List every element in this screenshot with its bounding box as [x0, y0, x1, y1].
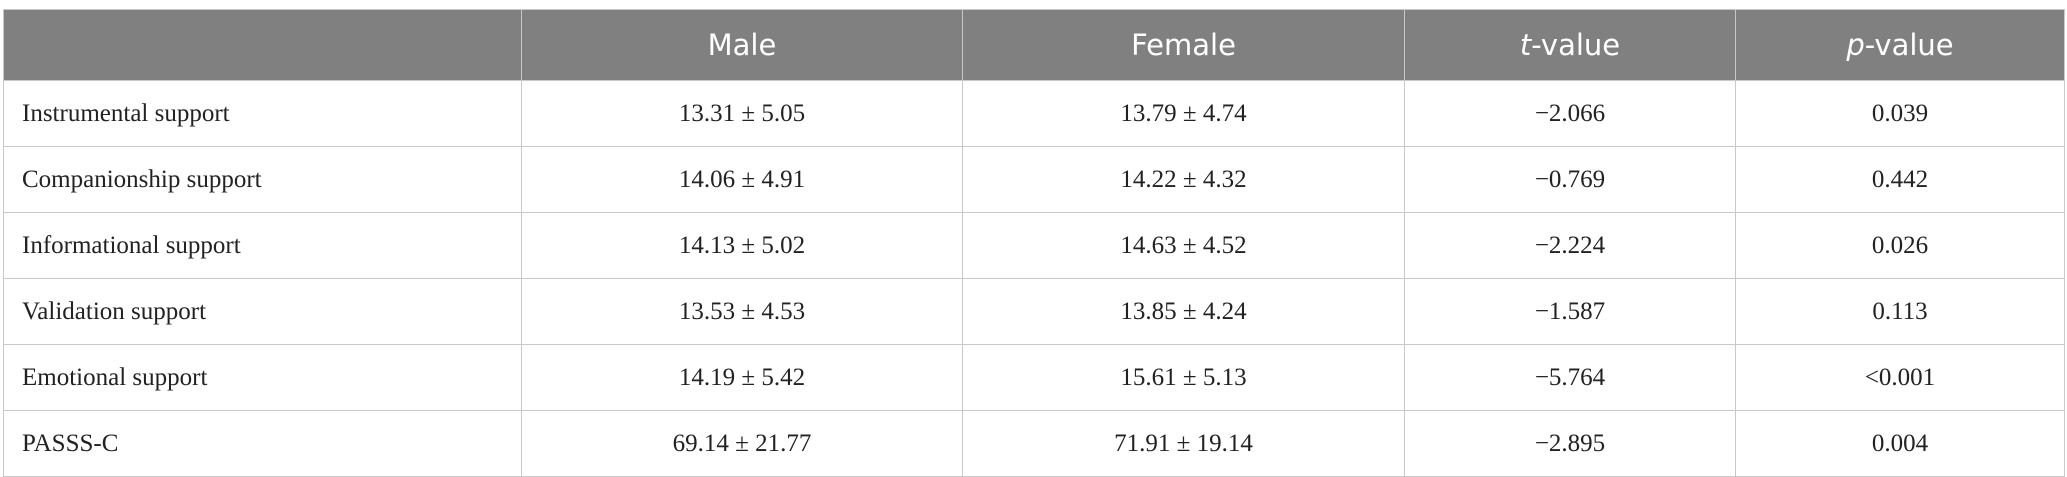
- cell: 14.63 ± 4.52: [962, 212, 1405, 279]
- header-cell: [3, 9, 522, 81]
- header-cell: Female: [962, 9, 1405, 81]
- cell: 0.039: [1735, 80, 2065, 147]
- cell: −2.224: [1404, 212, 1736, 279]
- cell: 71.91 ± 19.14: [962, 410, 1405, 477]
- cell: 14.22 ± 4.32: [962, 146, 1405, 213]
- table-body: Instrumental support 13.31 ± 5.05 13.79 ± …: [3, 80, 2065, 477]
- cell: 13.31 ± 5.05: [521, 80, 963, 147]
- header-row: Male Female t-value p-value: [3, 9, 2065, 81]
- table-row: Companionship support 14.06 ± 4.91 14.22 ±…: [3, 146, 2065, 213]
- row-label: Informational support: [3, 212, 522, 279]
- cell: 14.19 ± 5.42: [521, 344, 963, 411]
- header-cell: Male: [521, 9, 963, 81]
- header-italic: p: [1846, 28, 1865, 62]
- header-italic: t: [1519, 28, 1532, 62]
- cell: 13.53 ± 4.53: [521, 278, 963, 345]
- cell: 69.14 ± 21.77: [521, 410, 963, 477]
- row-label: PASSS-C: [3, 410, 522, 477]
- table-row: PASSS-C 69.14 ± 21.77 71.91 ± 19.14 −2.895 0…: [3, 410, 2065, 477]
- table-row: Informational support 14.13 ± 5.02 14.63 ±…: [3, 212, 2065, 279]
- header-cell: p-value: [1735, 9, 2065, 81]
- table-row: Emotional support 14.19 ± 5.42 15.61 ± 5.1…: [3, 344, 2065, 411]
- row-label: Emotional support: [3, 344, 522, 411]
- header-text: -value: [1531, 28, 1621, 62]
- cell: <0.001: [1735, 344, 2065, 411]
- cell: −2.895: [1404, 410, 1736, 477]
- cell: −5.764: [1404, 344, 1736, 411]
- cell: 13.79 ± 4.74: [962, 80, 1405, 147]
- data-table: Male Female t-value p-value Instrumental su…: [3, 9, 2065, 477]
- cell: −1.587: [1404, 278, 1736, 345]
- cell: 0.004: [1735, 410, 2065, 477]
- cell: 0.026: [1735, 212, 2065, 279]
- table-row: Instrumental support 13.31 ± 5.05 13.79 ± …: [3, 80, 2065, 147]
- table-row: Validation support 13.53 ± 4.53 13.85 ± 4.…: [3, 278, 2065, 345]
- row-label: Companionship support: [3, 146, 522, 213]
- cell: 13.85 ± 4.24: [962, 278, 1405, 345]
- row-label: Instrumental support: [3, 80, 522, 147]
- cell: −0.769: [1404, 146, 1736, 213]
- row-label: Validation support: [3, 278, 522, 345]
- header-cell: t-value: [1404, 9, 1736, 81]
- cell: 0.113: [1735, 278, 2065, 345]
- cell: 14.13 ± 5.02: [521, 212, 963, 279]
- cell: 14.06 ± 4.91: [521, 146, 963, 213]
- cell: 15.61 ± 5.13: [962, 344, 1405, 411]
- cell: −2.066: [1404, 80, 1736, 147]
- header-text: -value: [1864, 28, 1954, 62]
- cell: 0.442: [1735, 146, 2065, 213]
